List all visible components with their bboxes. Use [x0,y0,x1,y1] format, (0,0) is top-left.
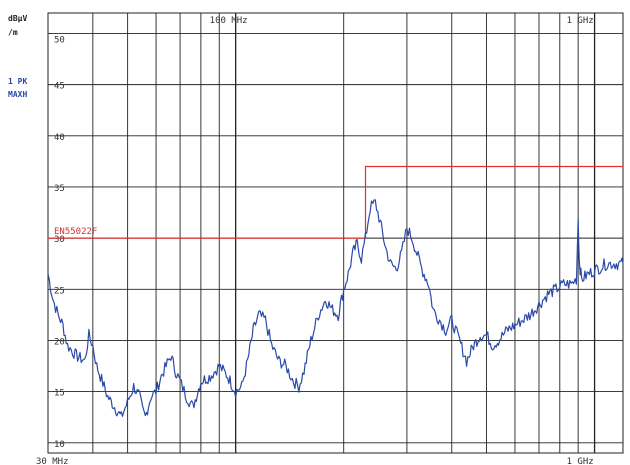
y-tick-label-25: 25 [54,286,65,296]
top-label-1000: 1 GHz [567,16,594,26]
detector-mode-label: MAXH [8,90,27,99]
series-trace [47,199,624,417]
bottom-label-1000: 1 GHz [567,457,594,465]
y-tick-label-35: 35 [54,184,65,194]
y-unit-label: dBµV [8,14,27,23]
y-tick-label-30: 30 [54,235,65,245]
limit-line-label: EN55022F [54,227,97,237]
y-tick-label-10: 10 [54,440,65,450]
y-tick-label-20: 20 [54,337,65,347]
bottom-frequency-labels: 30 MHz 1 GHz [36,457,594,465]
limit-line [48,165,623,239]
y-tick-label-40: 40 [54,133,65,143]
top-label-100: 100 MHz [210,16,248,26]
y-tick-labels: 10 15 20 25 30 35 40 45 50 [54,35,65,449]
detector-label: 1 PK [8,77,27,86]
y-tick-label-50: 50 [54,35,65,45]
vertical-grid [47,13,596,453]
y-tick-label-45: 45 [54,82,65,92]
bottom-label-30: 30 MHz [36,457,69,465]
y-unit-label-2: /m [8,28,18,37]
y-tick-label-15: 15 [54,389,65,399]
top-frequency-labels: 100 MHz 1 GHz [210,16,594,26]
